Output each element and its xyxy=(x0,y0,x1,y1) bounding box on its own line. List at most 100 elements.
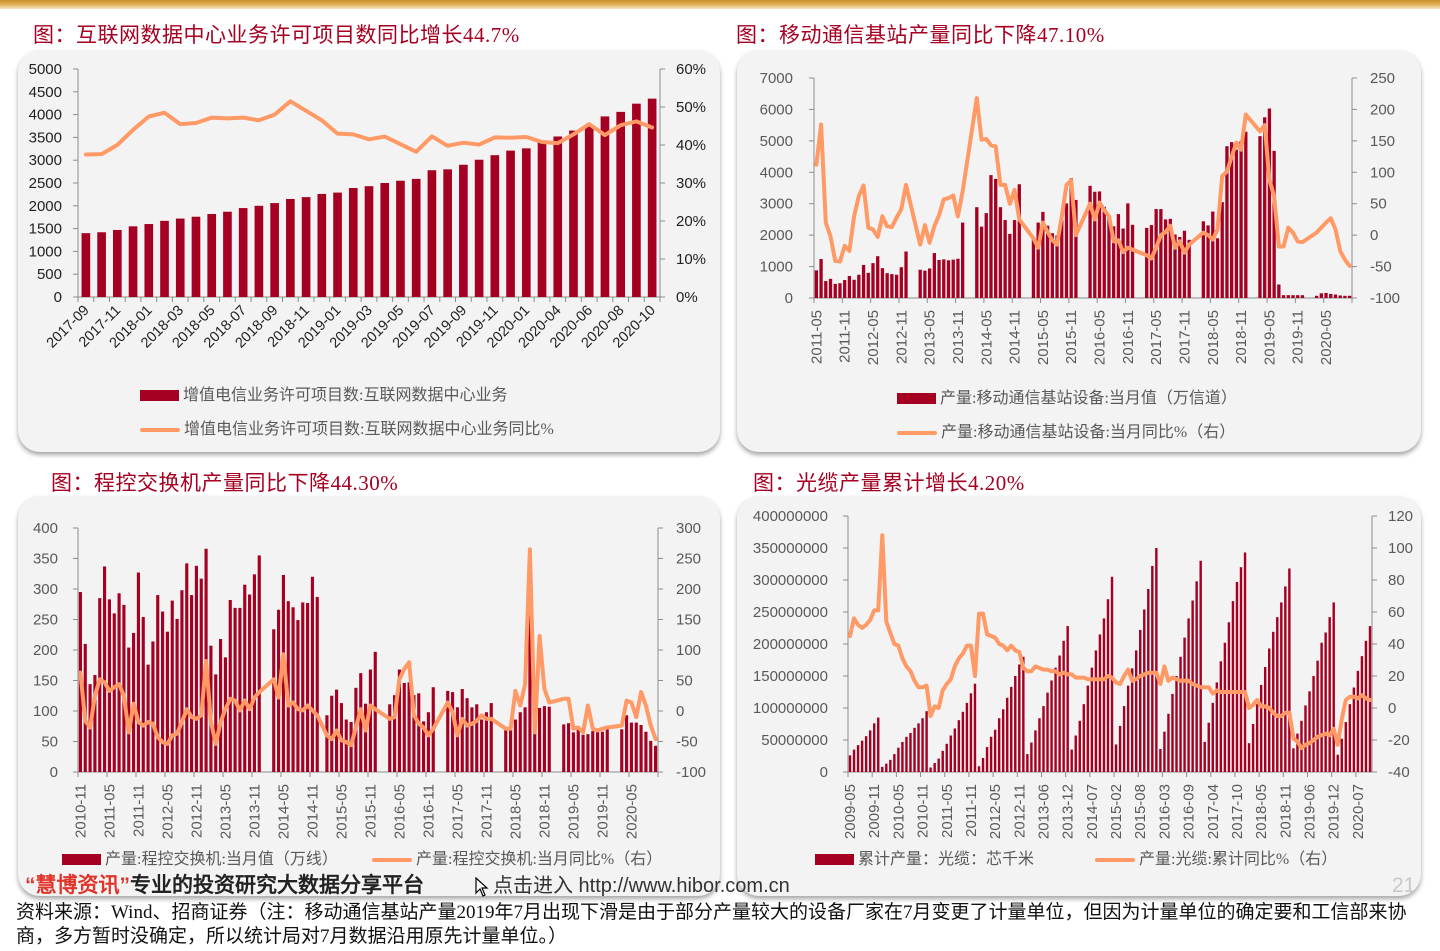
bar xyxy=(1338,295,1342,298)
bar xyxy=(1122,706,1126,772)
bar xyxy=(1258,136,1262,298)
bar xyxy=(925,711,928,772)
bar xyxy=(600,116,610,297)
bar xyxy=(904,251,908,298)
bar xyxy=(1284,586,1287,772)
y-right-tick-label: 150 xyxy=(676,612,701,629)
y-right-tick-label: 40% xyxy=(676,137,706,154)
watermark-brand: “慧博资讯” xyxy=(25,874,130,897)
bar xyxy=(180,590,184,772)
bar xyxy=(396,180,405,297)
bar xyxy=(1042,706,1045,772)
chart-switch: 0 50 100 150 200 250 300 350 400 -100 -50 0 50 100 150… xyxy=(33,520,706,839)
bar xyxy=(1121,228,1125,298)
bar xyxy=(1215,238,1220,298)
bar xyxy=(1225,146,1229,298)
bar xyxy=(894,274,899,298)
bar xyxy=(571,732,575,772)
bar xyxy=(913,727,916,772)
bar xyxy=(417,693,421,772)
x-tick-label: 2015-08 xyxy=(1132,784,1149,839)
y-left-tick-label: 7000 xyxy=(760,70,793,87)
bar xyxy=(918,269,922,298)
y-left-tick-label: 5000 xyxy=(760,133,793,150)
bar xyxy=(569,130,578,297)
bar xyxy=(605,729,609,772)
bar xyxy=(359,673,363,772)
bar xyxy=(97,232,106,297)
bar xyxy=(1223,642,1227,772)
bar xyxy=(1003,220,1007,298)
bar xyxy=(1012,220,1017,298)
bar xyxy=(856,745,860,772)
bar xyxy=(917,723,920,772)
bar xyxy=(1206,225,1210,298)
chart-base-station: 0 1000 2000 3000 4000 5000 6000 7000 -100 -50 0 50 1… xyxy=(760,70,1400,365)
x-tick-label: 2020-07 xyxy=(1350,784,1367,839)
bar xyxy=(407,682,411,772)
y-right-tick-label: -50 xyxy=(1370,259,1392,276)
x-tick-label: 2015-11 xyxy=(1063,310,1080,364)
y-left-tick-label: 50000000 xyxy=(761,732,828,749)
bar xyxy=(909,732,912,772)
bar xyxy=(165,631,169,772)
bar xyxy=(112,229,122,297)
bar xyxy=(1058,655,1061,772)
y-right-tick-label: 200 xyxy=(1370,101,1395,118)
bar xyxy=(144,224,154,297)
bar xyxy=(348,188,358,297)
bar xyxy=(654,745,658,772)
bar xyxy=(885,273,889,298)
bar xyxy=(368,669,372,772)
y-right-tick-label: 100 xyxy=(1388,540,1413,557)
y-left-tick-label: 400 xyxy=(33,520,58,537)
bar xyxy=(1050,680,1053,772)
bar xyxy=(252,574,256,772)
bar xyxy=(199,578,203,772)
bar xyxy=(975,207,979,298)
x-tick-label: 2020-05 xyxy=(1318,310,1335,365)
bar xyxy=(451,692,455,772)
bar xyxy=(1030,742,1033,772)
y-left-tick-label: 1000 xyxy=(760,259,793,276)
bar xyxy=(1324,292,1328,298)
bar xyxy=(484,712,488,772)
bar xyxy=(1001,709,1005,772)
bar xyxy=(470,707,474,772)
bar xyxy=(373,651,377,772)
y-right-tick-label: 120 xyxy=(1388,508,1413,525)
bar xyxy=(528,589,532,772)
bar xyxy=(1286,295,1290,298)
bar xyxy=(921,718,924,772)
bar xyxy=(1173,234,1177,298)
bar xyxy=(997,718,1001,772)
bar xyxy=(881,766,884,772)
bar xyxy=(107,599,111,772)
bar xyxy=(890,274,894,298)
bar xyxy=(600,731,604,772)
bar xyxy=(1352,687,1356,772)
bar xyxy=(1168,218,1172,298)
x-tick-label: 2013-11 xyxy=(246,784,263,838)
bar xyxy=(1178,237,1182,298)
bar xyxy=(885,763,888,772)
bar xyxy=(185,563,189,772)
y-right-tick-label: 0 xyxy=(676,703,684,720)
bar xyxy=(1332,602,1335,772)
bar xyxy=(380,183,390,297)
hibor-link[interactable]: 点击进入 http://www.hibor.com.cn xyxy=(475,874,790,898)
bar xyxy=(1291,295,1295,298)
bar xyxy=(989,736,993,772)
bar xyxy=(1006,697,1009,772)
bar xyxy=(1167,713,1170,772)
bar xyxy=(953,728,957,772)
chart-title-base-station: 图：移动通信基站产量同比下降47.10% xyxy=(736,23,1105,47)
bar xyxy=(1014,676,1017,772)
source-note: 资料来源：Wind、招商证券（注：移动通信基站产量2019年7月出现下滑是由于部… xyxy=(16,902,1407,947)
bar xyxy=(965,702,969,772)
x-tick-label: 2015-05 xyxy=(1035,310,1052,365)
y-right-tick-label: 40 xyxy=(1388,636,1405,653)
bar xyxy=(291,607,295,772)
bar xyxy=(506,150,515,297)
bar xyxy=(998,207,1003,298)
